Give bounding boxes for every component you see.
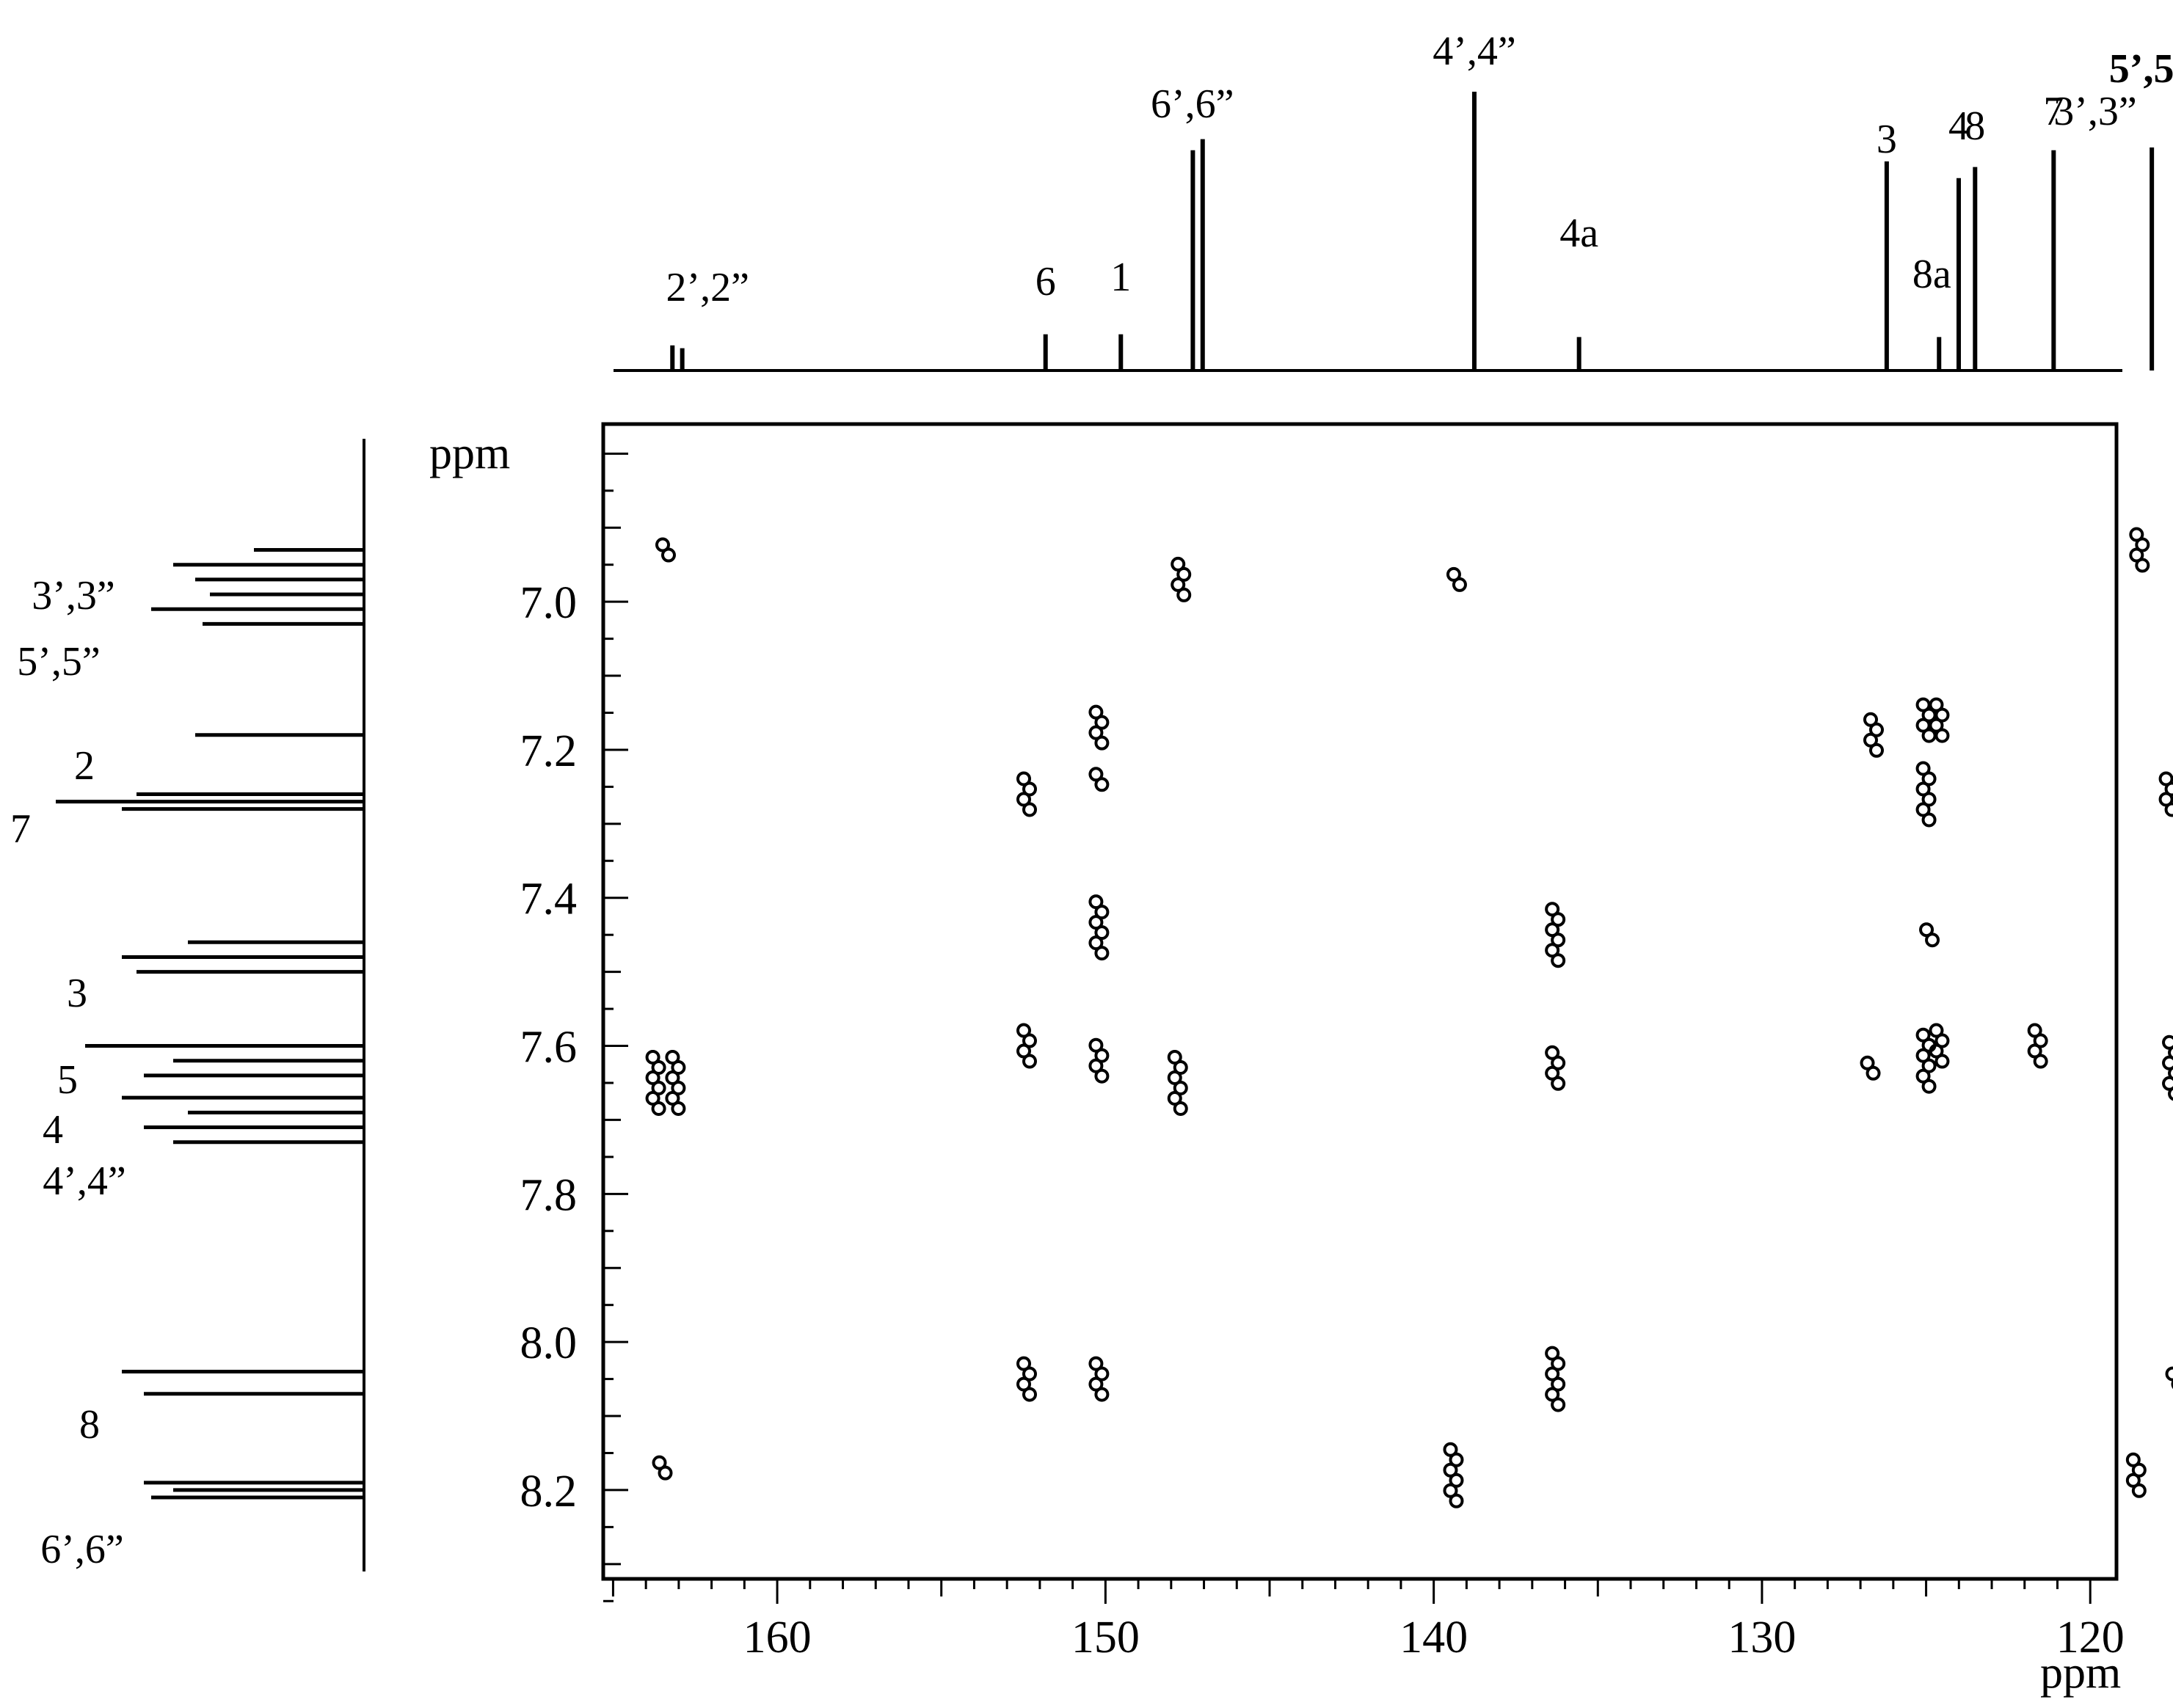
cross-peak bbox=[2125, 1452, 2147, 1498]
top-peak-label: 8 bbox=[1965, 103, 1985, 149]
cross-peak bbox=[1088, 767, 1110, 792]
cross-peak bbox=[1915, 1027, 1937, 1094]
cross-peak bbox=[1016, 1356, 1038, 1402]
cross-peak bbox=[1929, 697, 1950, 743]
cross-peak bbox=[1863, 712, 1885, 758]
cross-peak bbox=[645, 1049, 666, 1116]
x-tick-label: 120 bbox=[2056, 1613, 2125, 1663]
top-peak-label: 4a bbox=[1559, 211, 1598, 256]
y-tick-label: 7.4 bbox=[520, 875, 578, 924]
cross-peak bbox=[1088, 704, 1110, 751]
top-peak-label: 6’,6” bbox=[1151, 81, 1234, 127]
cross-peak bbox=[1088, 1037, 1110, 1084]
plot-frame bbox=[601, 422, 2119, 1581]
cross-peaks bbox=[645, 527, 2173, 1508]
top-peak-label: 6 bbox=[1035, 259, 1056, 304]
cross-peak bbox=[1171, 556, 1192, 602]
left-peak-label: 8 bbox=[79, 1402, 100, 1448]
cross-peak bbox=[1167, 1049, 1188, 1116]
cross-peak bbox=[1915, 761, 1937, 828]
cross-peak bbox=[1919, 922, 1940, 948]
x-tick-label: 150 bbox=[1071, 1613, 1140, 1663]
cross-peak bbox=[1088, 1356, 1110, 1402]
x-tick-label: 160 bbox=[743, 1613, 812, 1663]
x-tick-label: 130 bbox=[1728, 1613, 1796, 1663]
y-tick-label: 8.0 bbox=[520, 1318, 578, 1368]
y-tick-label: 7.6 bbox=[520, 1023, 578, 1073]
left-projection-spectrum: 3’,3” 5’,5” 27 3 54 4’,4” 8 6’,6” bbox=[10, 439, 365, 1572]
left-peak-label: 4 bbox=[43, 1107, 63, 1153]
left-peak-label: 6’,6” bbox=[40, 1527, 124, 1572]
y-tick-label: 7.8 bbox=[520, 1170, 578, 1220]
y-tick-label: 7.0 bbox=[520, 578, 578, 628]
cross-peak bbox=[2165, 1366, 2173, 1390]
cross-peak bbox=[1443, 1442, 1464, 1508]
cross-peak bbox=[655, 537, 676, 563]
top-peak-label: 2’,2” bbox=[666, 265, 750, 310]
cross-peak bbox=[1016, 1023, 1038, 1069]
cross-peak bbox=[1016, 771, 1038, 817]
cross-peak bbox=[1929, 1023, 1950, 1069]
top-peak-label: 3’,3” bbox=[2053, 89, 2137, 134]
plot-area: 160 150 140 130 120 7.0 7.2 7.4 7.6 7.8 8.0 8.2 bbox=[520, 422, 2173, 1663]
cross-peak bbox=[652, 1455, 673, 1481]
top-peak-label: 3 bbox=[1877, 117, 1897, 162]
y-axis-ticks: 7.0 7.2 7.4 7.6 7.8 8.0 8.2 bbox=[520, 452, 628, 1602]
left-peak-label: 4’,4” bbox=[43, 1158, 126, 1204]
cross-peak bbox=[1088, 894, 1110, 961]
top-peak-label: 4’,4” bbox=[1433, 29, 1516, 74]
cross-peak bbox=[1545, 1346, 1566, 1412]
left-peak-label: 5 bbox=[57, 1057, 78, 1103]
left-peak-label: 7 bbox=[10, 806, 31, 852]
cross-peak bbox=[2158, 771, 2173, 817]
x-tick-label: 140 bbox=[1399, 1613, 1468, 1663]
top-peak-label: 1 bbox=[1110, 255, 1131, 300]
left-peak-label: 3 bbox=[67, 971, 87, 1016]
cross-peak bbox=[1446, 566, 1467, 592]
cross-peak bbox=[2162, 1034, 2173, 1101]
top-peak-label: 7 bbox=[2043, 89, 2064, 134]
cross-peak bbox=[665, 1049, 686, 1116]
cross-peak bbox=[1860, 1055, 1881, 1081]
left-peak-label: 5’,5” bbox=[17, 639, 101, 685]
cross-peak bbox=[2129, 527, 2150, 573]
y-tick-label: 7.2 bbox=[520, 726, 578, 776]
top-peak-label: 5’,5” bbox=[2109, 46, 2173, 92]
cross-peak bbox=[2027, 1023, 2048, 1069]
left-peak-label: 3’,3” bbox=[32, 573, 115, 618]
top-peak-label: 4 bbox=[1948, 103, 1969, 149]
x-axis-ticks: 160 150 140 130 120 bbox=[611, 1579, 2125, 1663]
x-axis-label: ppm bbox=[2040, 1648, 2121, 1698]
y-axis-label: ppm bbox=[429, 428, 510, 478]
cross-peak bbox=[1545, 902, 1566, 968]
top-peak-label: 8a bbox=[1912, 252, 1951, 297]
left-peak-label: 2 bbox=[74, 743, 95, 789]
cross-peak bbox=[1545, 1045, 1566, 1091]
y-tick-label: 8.2 bbox=[520, 1467, 578, 1517]
